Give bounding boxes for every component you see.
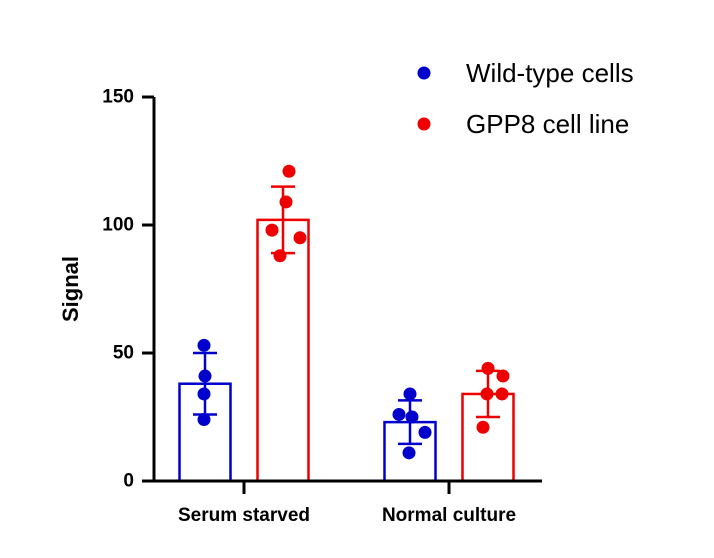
data-point	[197, 387, 211, 401]
data-point	[198, 369, 212, 383]
y-tick-label: 100	[102, 215, 134, 236]
data-point	[282, 164, 296, 178]
data-point	[279, 195, 293, 209]
data-point	[403, 387, 417, 401]
data-point	[265, 223, 279, 237]
data-point	[197, 338, 211, 352]
y-axis-title: Signal	[58, 256, 83, 322]
legend-label: Wild-type cells	[466, 58, 634, 88]
y-tick-label: 0	[123, 471, 134, 492]
axes: 0 50 100 150 Serum starved Normal culture	[102, 87, 542, 526]
data-point	[476, 420, 490, 434]
x-tick-label: Serum starved	[178, 505, 310, 526]
data-point	[402, 446, 416, 460]
data-point	[480, 387, 494, 401]
data-point	[495, 387, 509, 401]
y-tick-label: 50	[113, 343, 134, 364]
data-point	[405, 410, 419, 424]
data-point	[418, 425, 432, 439]
legend: Wild-type cells GPP8 cell line	[417, 58, 634, 139]
data-point	[392, 407, 406, 421]
plot-area	[178, 164, 515, 483]
data-point	[496, 369, 510, 383]
legend-marker	[417, 117, 431, 131]
legend-label: GPP8 cell line	[466, 109, 629, 139]
x-tick-label: Normal culture	[382, 505, 516, 526]
y-tick-label: 150	[102, 87, 134, 108]
data-point	[273, 249, 287, 263]
data-point	[197, 413, 211, 427]
legend-marker	[417, 66, 431, 80]
data-point	[481, 361, 495, 375]
data-point	[293, 231, 307, 245]
